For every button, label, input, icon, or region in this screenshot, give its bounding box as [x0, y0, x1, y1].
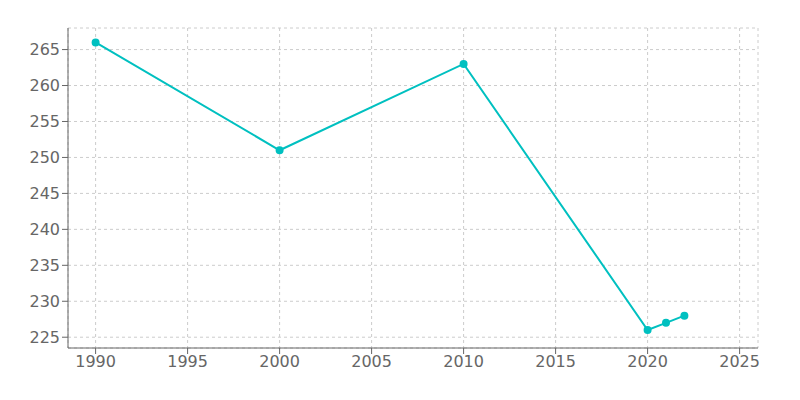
- svg-text:245: 245: [29, 184, 60, 203]
- svg-text:250: 250: [29, 148, 60, 167]
- svg-text:240: 240: [29, 220, 60, 239]
- svg-text:225: 225: [29, 328, 60, 347]
- svg-text:2005: 2005: [351, 352, 392, 371]
- svg-text:265: 265: [29, 40, 60, 59]
- svg-text:2025: 2025: [719, 352, 760, 371]
- svg-text:2000: 2000: [259, 352, 300, 371]
- svg-text:230: 230: [29, 292, 60, 311]
- svg-text:2020: 2020: [627, 352, 668, 371]
- svg-text:2010: 2010: [443, 352, 484, 371]
- svg-text:1995: 1995: [167, 352, 208, 371]
- svg-text:255: 255: [29, 112, 60, 131]
- svg-text:1990: 1990: [75, 352, 116, 371]
- svg-text:235: 235: [29, 256, 60, 275]
- svg-text:260: 260: [29, 76, 60, 95]
- svg-text:2015: 2015: [535, 352, 576, 371]
